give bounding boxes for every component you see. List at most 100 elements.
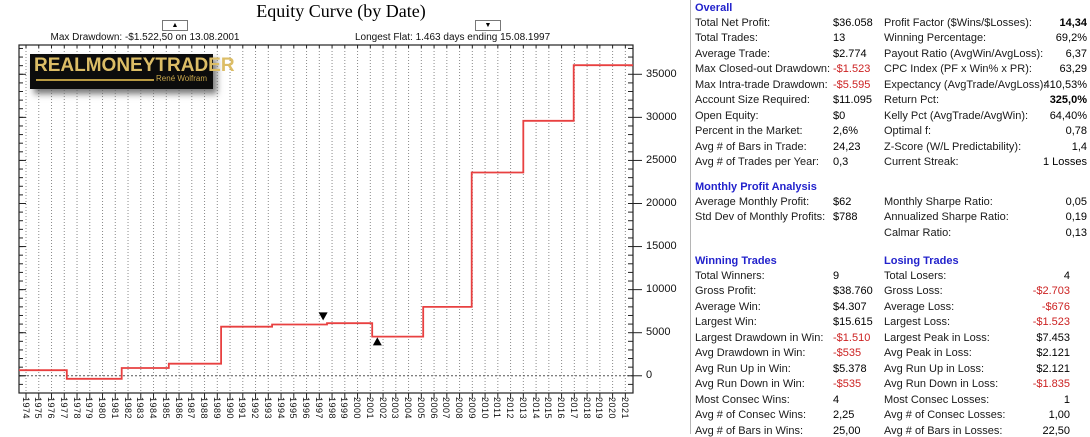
x-axis-label: 1990 bbox=[224, 397, 235, 420]
stat-label: Z-Score (W/L Predictability): bbox=[884, 140, 1022, 153]
stat-label: Average Trade: bbox=[695, 47, 771, 60]
x-axis-label: 2020 bbox=[607, 397, 618, 420]
stat-value: $2.121 bbox=[1036, 362, 1070, 375]
x-axis-label: 1999 bbox=[339, 397, 350, 420]
stat-value: -$1.523 bbox=[1032, 316, 1070, 329]
stat-value: -$535 bbox=[833, 378, 862, 391]
x-axis-label: 1994 bbox=[275, 397, 286, 420]
stat-label: Avg Run Up in Loss: bbox=[884, 362, 985, 375]
stat-label: Largest Peak in Loss: bbox=[884, 331, 990, 344]
triangle-up-icon: ▲ bbox=[171, 22, 179, 29]
stat-label: Max Closed-out Drawdown: bbox=[695, 63, 831, 76]
stat-label: Open Equity: bbox=[695, 109, 759, 122]
stat-value: 69,2% bbox=[1055, 32, 1087, 45]
x-axis-label: 1995 bbox=[288, 397, 299, 420]
stat-label: Largest Loss: bbox=[884, 316, 951, 329]
stat-value: -$2.703 bbox=[1032, 285, 1070, 298]
stat-label: Average Win: bbox=[695, 300, 761, 313]
x-axis-label: 2009 bbox=[466, 397, 477, 420]
stat-value: $62 bbox=[833, 196, 852, 208]
stat-label: Avg # of Trades per Year: bbox=[695, 156, 819, 169]
stat-value: $4.307 bbox=[833, 300, 867, 313]
stat-label: Profit Factor ($Wins/$Losses): bbox=[884, 17, 1032, 29]
stat-value: 0,19 bbox=[1065, 211, 1087, 224]
stat-label: Avg # of Bars in Trade: bbox=[695, 140, 807, 153]
logo-subtitle-text: René Wolfram bbox=[156, 74, 207, 83]
x-axis-label: 2003 bbox=[390, 397, 401, 420]
x-axis-label: 1978 bbox=[71, 397, 82, 420]
x-axis-label: 1985 bbox=[160, 397, 171, 420]
x-axis-label: 2019 bbox=[594, 397, 605, 420]
y-axis-label: 20000 bbox=[646, 196, 677, 209]
stat-label: Most Consec Wins: bbox=[695, 393, 790, 406]
x-axis-label: 1982 bbox=[122, 397, 133, 420]
equity-curve-chart: Equity Curve (by Date) ▲ ▼ Max Drawdown:… bbox=[18, 1, 677, 420]
stat-label: Average Loss: bbox=[884, 300, 955, 313]
stat-value: -$5.595 bbox=[833, 78, 871, 91]
x-axis-label: 2006 bbox=[428, 397, 439, 420]
stat-label: Avg # of Consec Losses: bbox=[884, 409, 1006, 422]
stat-value: 0,3 bbox=[833, 156, 849, 169]
equity-curve-plot bbox=[18, 44, 642, 399]
stat-label: Gross Loss: bbox=[884, 285, 943, 298]
panel-divider bbox=[690, 0, 691, 434]
x-axis-label: 1979 bbox=[84, 397, 95, 420]
x-axis-label: 1993 bbox=[262, 397, 273, 420]
stat-value: 9 bbox=[833, 270, 840, 282]
x-axis-label: 1991 bbox=[237, 397, 248, 420]
x-axis-label: 1988 bbox=[199, 397, 210, 420]
x-axis-label: 2015 bbox=[543, 397, 554, 420]
longest-flat-marker-button[interactable]: ▼ bbox=[475, 20, 501, 31]
x-axis-label: 1976 bbox=[46, 397, 57, 420]
stat-label: Total Winners: bbox=[695, 270, 765, 282]
x-axis-label: 2016 bbox=[556, 397, 567, 420]
stat-label: Avg Peak in Loss: bbox=[884, 347, 972, 360]
max-drawdown-marker-button[interactable]: ▲ bbox=[162, 20, 188, 31]
stat-value: $7.453 bbox=[1036, 331, 1070, 344]
stat-label: Optimal f: bbox=[884, 125, 932, 138]
x-axis-label: 2014 bbox=[530, 397, 541, 420]
stat-label: Max Intra-trade Drawdown: bbox=[695, 78, 828, 91]
x-axis-label: 1998 bbox=[326, 397, 337, 420]
stat-value: $0 bbox=[833, 109, 846, 122]
x-axis-label: 2010 bbox=[479, 397, 490, 420]
stat-value: $2.774 bbox=[833, 47, 867, 60]
stat-value: $11.095 bbox=[833, 94, 872, 107]
stat-value: $788 bbox=[833, 211, 858, 224]
stat-label: Account Size Required: bbox=[695, 94, 810, 107]
y-axis-label: 35000 bbox=[646, 67, 677, 80]
statistics-panel: Overall Total Net Profit: $36.058 Total Tra… bbox=[691, 0, 1090, 437]
stat-value: 14,34 bbox=[1059, 17, 1087, 29]
x-axis-label: 2018 bbox=[581, 397, 592, 420]
y-axis-label: 25000 bbox=[646, 153, 677, 166]
stat-value: 2,25 bbox=[833, 409, 855, 422]
stat-label: CPC Index (PF x Win% x PR): bbox=[884, 63, 1032, 76]
x-axis-label: 1983 bbox=[135, 397, 146, 420]
x-axis-label: 1974 bbox=[20, 397, 31, 420]
stat-label: Avg # of Bars in Wins: bbox=[695, 424, 804, 437]
section-header-trades: Winning Trades bbox=[695, 255, 777, 267]
stat-label: Percent in the Market: bbox=[695, 125, 803, 138]
stat-value: 6,37 bbox=[1065, 47, 1087, 60]
x-axis-label: 2002 bbox=[377, 397, 388, 420]
stat-value: $38.760 bbox=[833, 285, 873, 298]
plot-border bbox=[18, 44, 634, 394]
logo-rule bbox=[36, 79, 154, 81]
x-axis-label: 2021 bbox=[619, 397, 630, 420]
x-axis-label: 1989 bbox=[211, 397, 222, 420]
stat-value: 22,50 bbox=[1042, 424, 1070, 437]
x-axis-label: 1997 bbox=[313, 397, 324, 420]
y-axis-label: 10000 bbox=[646, 283, 677, 296]
stat-label: Calmar Ratio: bbox=[884, 226, 952, 239]
stat-label: Expectancy (AvgTrade/AvgLoss): bbox=[884, 78, 1047, 91]
realmoneytrader-logo: REALMONEYTRADER René Wolfram bbox=[30, 54, 235, 89]
stat-label: Return Pct: bbox=[884, 94, 940, 107]
stat-label: Winning Percentage: bbox=[884, 32, 987, 45]
stat-value: -$535 bbox=[833, 347, 862, 360]
stat-value: 2,6% bbox=[833, 125, 859, 138]
max-drawdown-marker-icon bbox=[372, 337, 382, 346]
stat-value: 1 Losses bbox=[1042, 156, 1087, 169]
stat-value: 1,00 bbox=[1048, 409, 1070, 422]
stat-value: -$1.510 bbox=[833, 331, 871, 344]
